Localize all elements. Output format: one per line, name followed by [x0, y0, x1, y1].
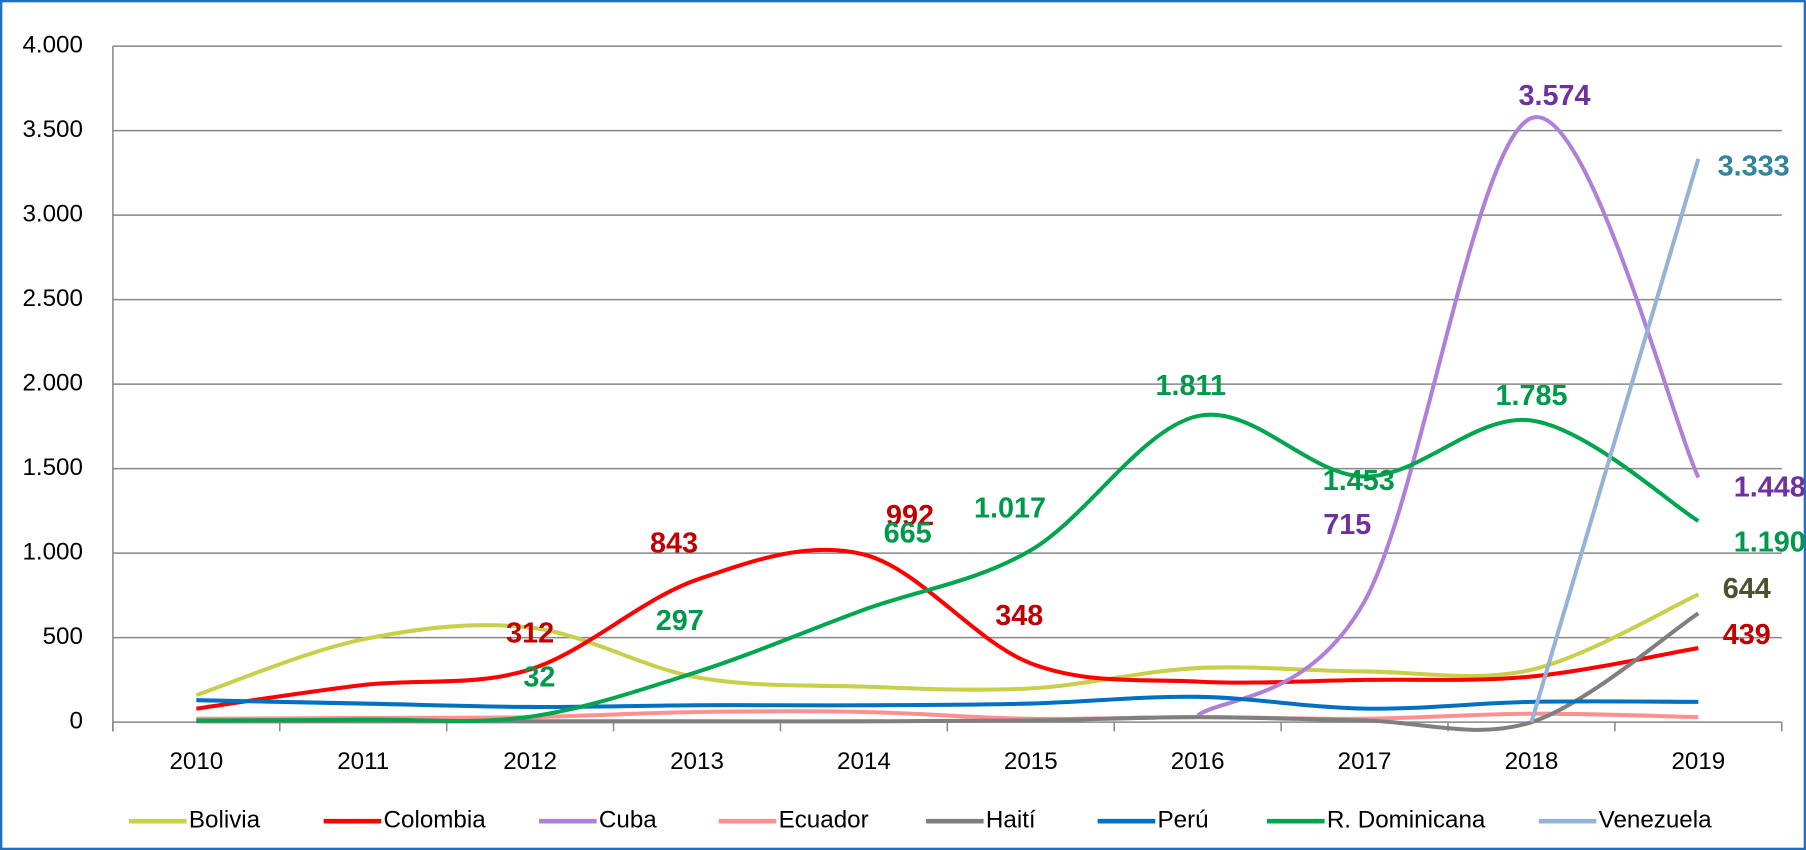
series-line	[1196, 115, 1701, 718]
data-label: 439	[1723, 619, 1771, 651]
legend-label: Venezuela	[1599, 807, 1712, 834]
data-label: 644	[1723, 573, 1771, 605]
y-tick-label: 3.500	[22, 116, 83, 143]
data-label: 312	[506, 617, 554, 649]
y-tick-label: 3.000	[22, 200, 83, 227]
series-line	[196, 694, 1699, 711]
data-label: 1.190	[1734, 527, 1806, 559]
legend-label: Colombia	[384, 807, 487, 834]
data-label: 3.333	[1718, 151, 1790, 183]
data-label: 1.453	[1323, 465, 1395, 497]
series-line	[196, 412, 1700, 724]
data-label: 297	[656, 605, 704, 637]
data-label: 1.017	[974, 493, 1046, 525]
data-label: 1.785	[1495, 380, 1567, 412]
series-line	[1529, 158, 1701, 723]
y-tick-label: 0	[69, 708, 82, 735]
x-tick-label: 2013	[670, 748, 724, 775]
data-label: 1.811	[1156, 370, 1226, 402]
y-tick-label: 500	[43, 623, 83, 650]
y-tick-label: 1.500	[22, 454, 83, 481]
data-label: 715	[1323, 509, 1371, 541]
legend-label: Haití	[986, 807, 1036, 834]
y-tick-label: 1.000	[22, 539, 83, 566]
data-label: 3.574	[1518, 80, 1590, 112]
y-tick-label: 2.500	[22, 285, 83, 312]
data-label: 665	[884, 518, 932, 550]
x-tick-label: 2018	[1505, 748, 1559, 775]
data-label: 32	[523, 661, 555, 693]
y-tick-label: 4.000	[22, 31, 83, 58]
data-label: 348	[995, 600, 1043, 632]
legend-label: Perú	[1158, 807, 1209, 834]
data-label: 1.448	[1734, 472, 1806, 504]
legend-label: Bolivia	[189, 807, 261, 834]
x-tick-label: 2010	[169, 748, 223, 775]
x-tick-label: 2011	[337, 748, 389, 775]
x-tick-label: 2016	[1171, 748, 1225, 775]
series-line	[195, 592, 1700, 698]
series-line	[196, 547, 1699, 711]
legend-label: R. Dominicana	[1327, 807, 1486, 834]
x-tick-label: 2015	[1004, 748, 1058, 775]
x-tick-label: 2019	[1671, 748, 1725, 775]
y-tick-label: 2.000	[22, 370, 83, 397]
x-tick-label: 2014	[837, 748, 891, 775]
series-line	[196, 709, 1699, 721]
x-tick-label: 2017	[1338, 748, 1392, 775]
legend-label: Cuba	[599, 807, 657, 834]
data-label: 992	[886, 500, 934, 532]
x-tick-label: 2012	[503, 748, 557, 775]
legend-label: Ecuador	[779, 807, 869, 834]
data-label: 843	[650, 528, 698, 560]
